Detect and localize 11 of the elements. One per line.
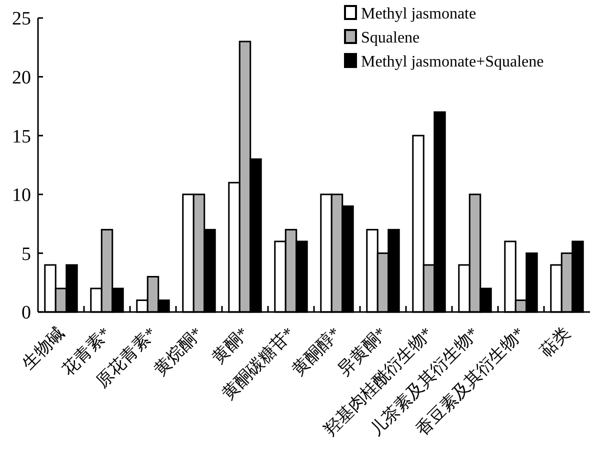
y-tick-label: 25 (12, 8, 31, 30)
legend-label: Methyl jasmonate (361, 6, 476, 23)
y-tick-label: 0 (22, 302, 31, 324)
x-tick-label: 萜类 (536, 324, 574, 362)
y-tick-label: 15 (12, 126, 31, 148)
x-tick-label: 黄烷酮* (150, 324, 206, 380)
y-tick-label: 20 (12, 67, 31, 88)
legend-label: Squalene (361, 30, 420, 47)
legend-label: Methyl jasmonate+Squalene (361, 54, 544, 71)
y-tick-label: 10 (12, 185, 31, 206)
y-tick-label: 5 (22, 244, 31, 265)
